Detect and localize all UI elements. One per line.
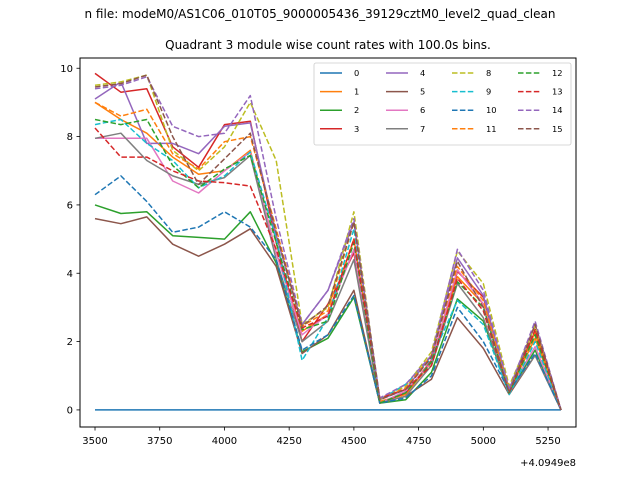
x-tick-label: 4000 [212,436,237,447]
series-line-9 [94,118,562,411]
series-line-15 [94,74,562,411]
legend-label-13: 13 [552,87,563,97]
series-line-6 [95,137,562,411]
legend-label-8: 8 [486,68,491,78]
x-tick-label: 3750 [147,436,172,447]
x-offset-label: +4.0949e8 [520,458,576,469]
axes-frame [79,57,577,428]
x-tick-label: 5000 [471,436,496,447]
x-tick-label: 4750 [406,436,431,447]
legend-label-0: 0 [354,68,359,78]
series-line-7 [94,132,562,411]
y-tick-label: 6 [67,200,73,211]
series-line-12 [94,118,562,411]
series-line-11 [94,101,562,411]
legend-label-3: 3 [354,124,359,134]
legend-label-5: 5 [420,87,425,97]
y-tick-label: 0 [67,405,73,416]
legend-label-14: 14 [552,105,563,115]
legend-label-7: 7 [420,124,425,134]
y-tick-label: 2 [67,337,73,348]
legend-label-12: 12 [552,68,563,78]
y-axis: 0 2 4 6 8 10 [60,64,80,416]
chart-suptitle: n file: modeM0/AS1C06_010T05_9000005436_… [85,7,556,21]
chart-title: Quadrant 3 module wise count rates with … [165,38,491,52]
legend-label-9: 9 [486,87,491,97]
legend-label-2: 2 [354,105,359,115]
x-tick-label: 5250 [535,436,560,447]
plot-area [94,72,562,411]
legend-box [313,62,572,146]
series-line-8 [94,74,562,411]
series-line-10 [94,175,562,411]
series-line-14 [94,76,562,411]
series-line-13 [94,127,562,411]
legend-label-11: 11 [486,124,497,134]
y-tick-label: 8 [67,132,73,143]
x-axis: 3500 3750 4000 4250 4500 4750 5000 5250 [82,427,561,447]
x-tick-label: 4500 [341,436,366,447]
y-tick-label: 10 [60,64,73,75]
legend-label-6: 6 [420,105,425,115]
legend-label-4: 4 [420,68,425,78]
legend-label-10: 10 [486,105,497,115]
y-tick-label: 4 [67,269,73,280]
legend-label-15: 15 [552,124,563,134]
x-tick-label: 4250 [276,436,301,447]
x-tick-label: 3500 [82,436,107,447]
legend-label-1: 1 [354,87,359,97]
series-line-2 [94,204,562,411]
